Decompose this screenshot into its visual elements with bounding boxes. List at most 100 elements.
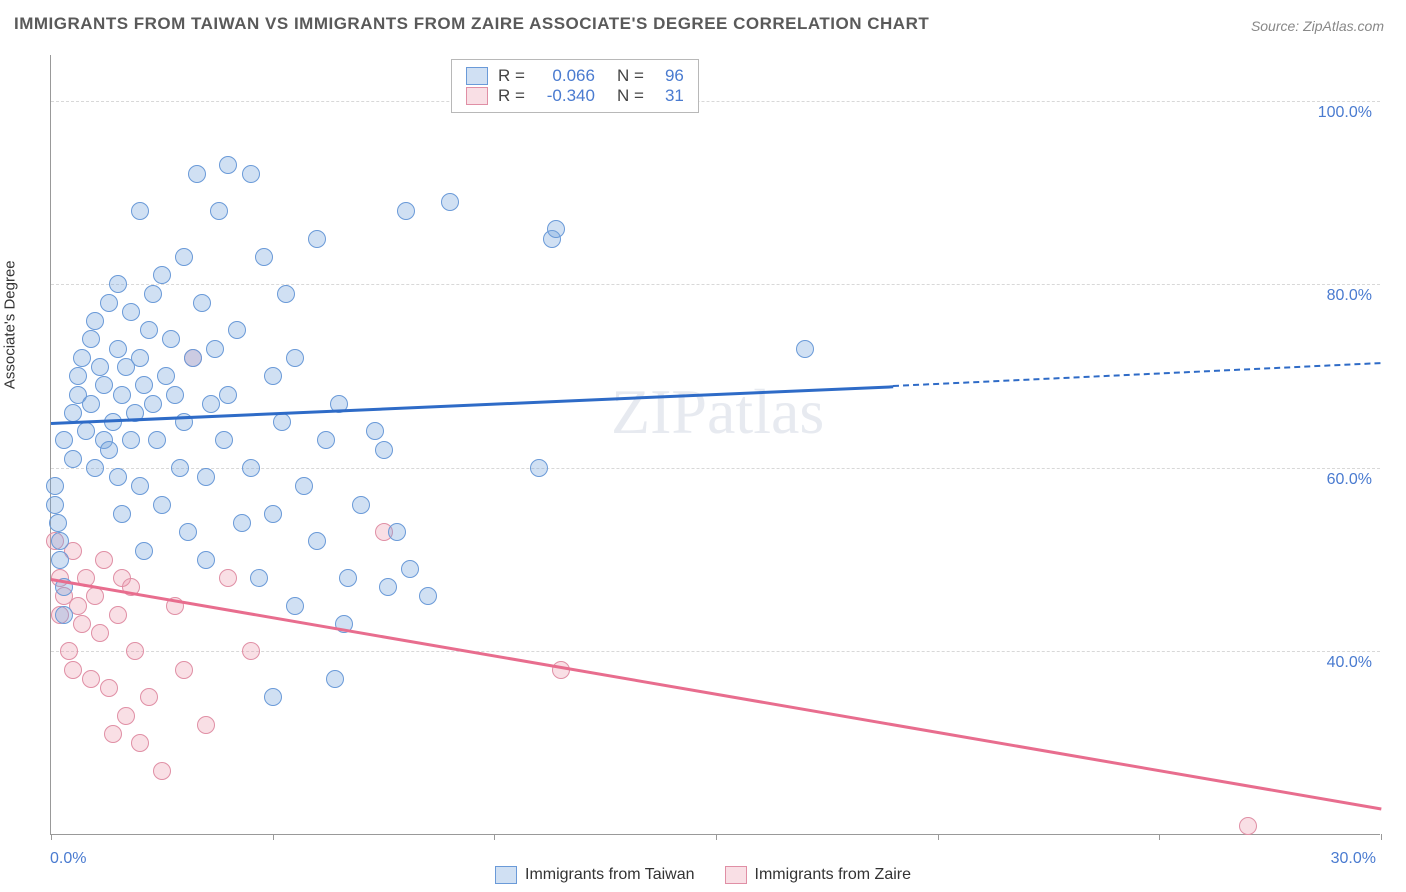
scatter-point-series1 [86,312,104,330]
scatter-point-series2 [175,661,193,679]
scatter-point-series2 [60,642,78,660]
scatter-point-series1 [184,349,202,367]
scatter-point-series2 [242,642,260,660]
scatter-point-series1 [277,285,295,303]
legend-r-value: -0.340 [535,86,595,106]
x-tick [1159,834,1160,840]
scatter-point-series1 [166,386,184,404]
scatter-point-series2 [73,615,91,633]
scatter-point-series1 [197,551,215,569]
scatter-point-series1 [206,340,224,358]
x-tick [938,834,939,840]
legend-swatch [466,87,488,105]
scatter-point-series1 [250,569,268,587]
scatter-point-series1 [273,413,291,431]
scatter-point-series1 [122,431,140,449]
scatter-point-series1 [202,395,220,413]
scatter-point-series2 [104,725,122,743]
scatter-point-series1 [122,303,140,321]
scatter-point-series1 [86,459,104,477]
scatter-point-series1 [51,532,69,550]
legend-swatch [466,67,488,85]
y-tick-label: 100.0% [1318,104,1372,122]
scatter-point-series1 [175,248,193,266]
scatter-point-series1 [162,330,180,348]
scatter-point-series2 [219,569,237,587]
scatter-point-series1 [69,367,87,385]
scatter-point-series1 [64,404,82,422]
scatter-point-series1 [131,477,149,495]
scatter-point-series1 [144,285,162,303]
legend-swatch [495,866,517,884]
scatter-point-series1 [100,294,118,312]
scatter-point-series1 [419,587,437,605]
scatter-point-series1 [197,468,215,486]
scatter-point-series1 [379,578,397,596]
scatter-point-series1 [308,532,326,550]
scatter-point-series1 [179,523,197,541]
scatter-point-series2 [197,716,215,734]
scatter-point-series1 [255,248,273,266]
scatter-point-series1 [153,266,171,284]
scatter-point-series1 [113,386,131,404]
scatter-point-series1 [397,202,415,220]
scatter-point-series1 [286,597,304,615]
scatter-point-series1 [55,606,73,624]
scatter-point-series1 [339,569,357,587]
scatter-point-series1 [352,496,370,514]
scatter-point-series1 [375,441,393,459]
scatter-point-series1 [109,275,127,293]
scatter-point-series1 [264,505,282,523]
scatter-point-series1 [131,349,149,367]
scatter-point-series1 [388,523,406,541]
legend-bottom: Immigrants from Taiwan Immigrants from Za… [495,866,911,884]
legend-bottom-label: Immigrants from Taiwan [525,866,695,884]
legend-swatch [725,866,747,884]
scatter-point-series2 [64,661,82,679]
legend-row: R =0.066N =96 [466,66,684,86]
scatter-point-series1 [113,505,131,523]
legend-bottom-item: Immigrants from Zaire [725,866,911,884]
source-label: Source: ZipAtlas.com [1251,18,1384,34]
scatter-point-series1 [109,340,127,358]
scatter-point-series2 [95,551,113,569]
scatter-point-series2 [552,661,570,679]
scatter-point-series1 [530,459,548,477]
scatter-point-series1 [228,321,246,339]
legend-n-value: 31 [654,86,684,106]
x-tick [273,834,274,840]
trend-line-series1-dash [893,362,1381,387]
scatter-point-series1 [317,431,335,449]
y-tick-label: 60.0% [1327,471,1372,489]
scatter-point-series1 [188,165,206,183]
legend-r-label: R = [498,86,525,106]
legend-row: R =-0.340N =31 [466,86,684,106]
scatter-point-series1 [242,165,260,183]
legend-n-label: N = [617,66,644,86]
scatter-point-series1 [49,514,67,532]
scatter-point-series1 [219,386,237,404]
scatter-point-series1 [171,459,189,477]
scatter-point-series1 [210,202,228,220]
scatter-point-series1 [91,358,109,376]
legend-r-label: R = [498,66,525,86]
trend-line-series2 [51,578,1381,810]
scatter-point-series1 [82,330,100,348]
scatter-point-series1 [308,230,326,248]
scatter-point-series2 [82,670,100,688]
scatter-point-series1 [401,560,419,578]
legend-bottom-label: Immigrants from Zaire [755,866,911,884]
scatter-point-series1 [135,376,153,394]
scatter-point-series1 [82,395,100,413]
scatter-point-series2 [109,606,127,624]
scatter-point-series1 [140,321,158,339]
scatter-point-series2 [91,624,109,642]
scatter-point-series1 [242,459,260,477]
scatter-point-series1 [264,367,282,385]
scatter-point-series1 [219,156,237,174]
scatter-point-series2 [126,642,144,660]
scatter-point-series2 [1239,817,1257,835]
legend-top: R =0.066N =96R = -0.340 N = 31 [451,59,699,113]
chart-title: IMMIGRANTS FROM TAIWAN VS IMMIGRANTS FRO… [14,14,929,34]
scatter-point-series1 [547,220,565,238]
